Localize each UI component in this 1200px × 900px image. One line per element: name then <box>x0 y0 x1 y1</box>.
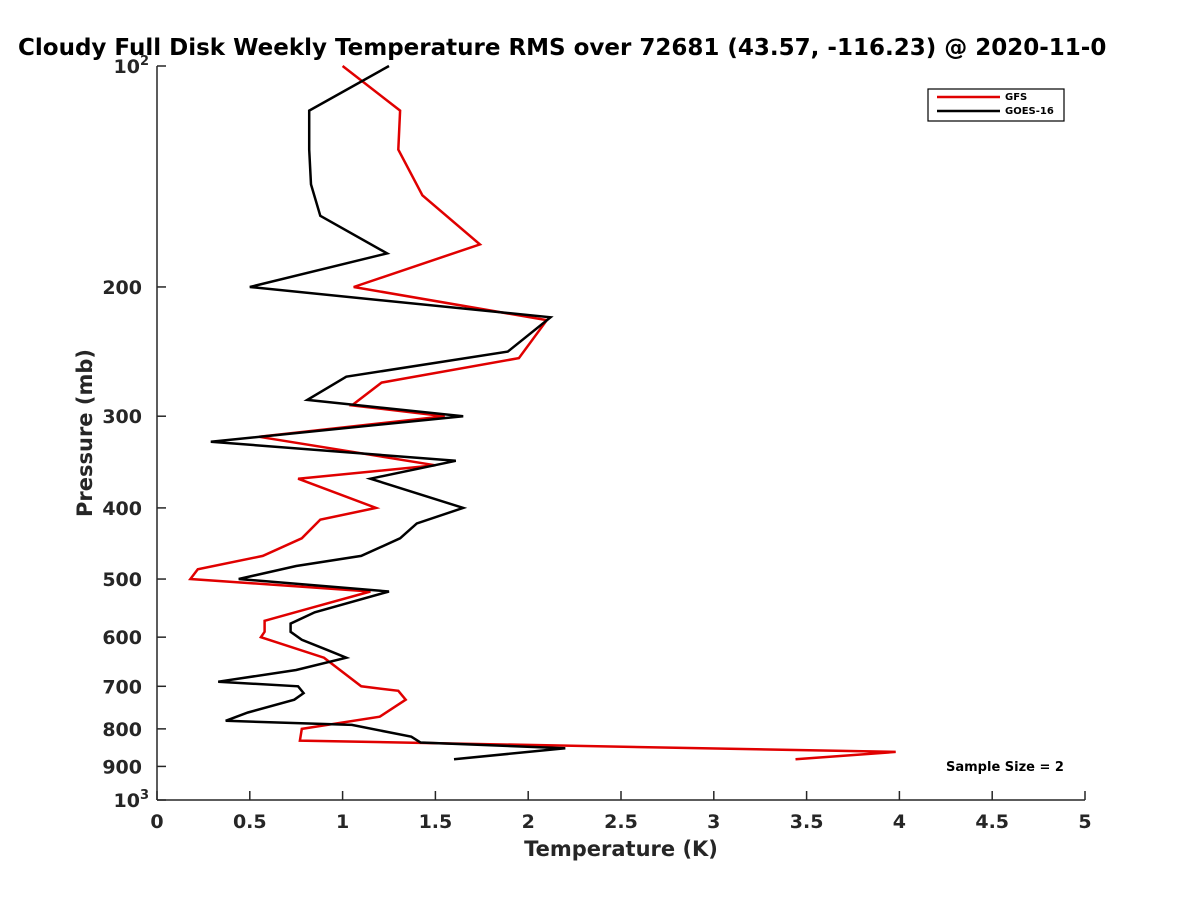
x-tick-label: 2 <box>522 811 535 833</box>
y-tick-label: 600 <box>102 627 142 649</box>
sample-size-annotation: Sample Size = 2 <box>946 760 1064 775</box>
y-tick-label: 102 <box>114 54 150 78</box>
y-ticks: 102 200 300 400 500 600 700 800 900 103 <box>102 54 166 812</box>
y-tick-label: 103 <box>114 788 150 812</box>
y-tick-label: 200 <box>102 277 142 299</box>
x-tick-label: 1 <box>336 811 349 833</box>
plot-area: 0 0.5 1 1.5 2 2.5 3 3.5 4 4.5 5 102 200 300 400 500 600… <box>102 54 1091 833</box>
chart-title: Cloudy Full Disk Weekly Temperature RMS … <box>18 35 1106 61</box>
x-tick-label: 1.5 <box>419 811 453 833</box>
series-line-gfs <box>187 65 896 761</box>
x-tick-label: 3 <box>707 811 720 833</box>
legend-label-goes16: GOES-16 <box>1005 106 1054 117</box>
y-tick-label: 500 <box>102 569 142 591</box>
y-tick-label: 700 <box>102 676 142 698</box>
x-tick-label: 3.5 <box>790 811 824 833</box>
x-tick-label: 4.5 <box>975 811 1009 833</box>
x-tick-label: 4 <box>893 811 906 833</box>
y-tick-label: 300 <box>102 406 142 428</box>
legend-box <box>927 88 1065 122</box>
x-tick-label: 0 <box>150 811 163 833</box>
y-tick-label: 900 <box>102 756 142 778</box>
x-tick-label: 0.5 <box>233 811 267 833</box>
x-tick-label: 5 <box>1078 811 1091 833</box>
y-axis-label: Pressure (mb) <box>73 349 97 517</box>
x-ticks: 0 0.5 1 1.5 2 2.5 3 3.5 4 4.5 5 <box>150 791 1092 833</box>
y-tick-label: 800 <box>102 719 142 741</box>
series-lines <box>187 64 896 761</box>
legend-label-gfs: GFS <box>1005 92 1027 103</box>
legend: GFS GOES-16 <box>927 88 1065 122</box>
x-axis-label: Temperature (K) <box>524 837 718 861</box>
y-tick-label: 400 <box>102 498 142 520</box>
x-tick-label: 2.5 <box>604 811 638 833</box>
series-line-goes16 <box>210 64 566 761</box>
